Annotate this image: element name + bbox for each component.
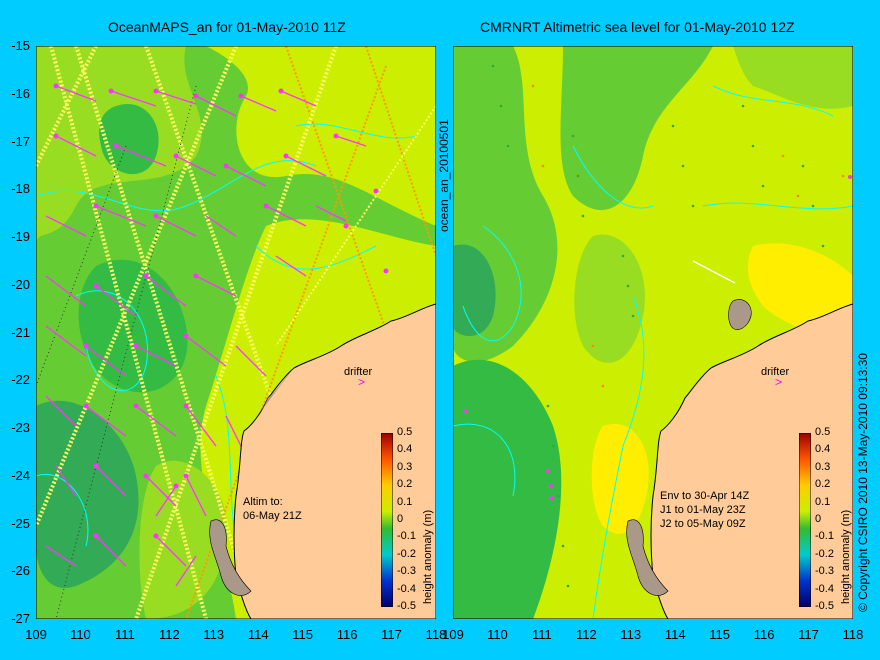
colorbar-tick-label: 0: [815, 513, 822, 525]
colorbar-tick-label: -0.5: [815, 600, 834, 612]
colorbar-tick-label: 0.5: [815, 426, 831, 438]
right-lon-tick-label: 114: [664, 627, 686, 642]
colorbar-tick-label: -0.2: [815, 547, 834, 560]
colorbar-tick-label: 0: [397, 513, 404, 525]
left-lon-tick-label: 111: [114, 627, 135, 642]
colorbar-tick-label: 0.1: [815, 495, 831, 508]
right-panel-title: CMRNRT Altimetric sea level for 01-May-2…: [480, 19, 795, 35]
right-lon-tick-label: 118: [842, 627, 864, 642]
lat-tick-label: -16: [11, 85, 30, 101]
colorbar-tick-label: 0.5: [397, 426, 413, 438]
right-lon-tick-label: 111: [531, 627, 552, 642]
altimeter-dots: [491, 64, 825, 588]
left-lon-tick-label: 110: [70, 627, 91, 642]
env-note-line1: Env to 30-Apr 14Z: [660, 490, 750, 502]
left-map: drifter > Altim to: 06-May 21Z: [36, 46, 436, 619]
colorbar-tick-label: -0.5: [397, 600, 416, 612]
right-lon-tick-label: 115: [709, 627, 731, 642]
drifter-label: drifter: [761, 366, 789, 378]
colorbar-tick-label: -0.2: [397, 547, 416, 560]
right-lon-tick-label: 110: [487, 627, 508, 642]
lat-tick-label: -27: [11, 611, 30, 626]
velocity-vectors: [45, 85, 367, 587]
right-colorbar: [799, 433, 811, 607]
right-colorbar-ticks: 0.5 0.4 0.3 0.2 0.1 0 -0.1 -0.2 -0.3 -0.4 -0.5: [815, 426, 845, 612]
left-lon-tick-label: 118: [425, 627, 447, 642]
drifter-marker: >: [358, 375, 365, 389]
drifter-label: drifter: [344, 366, 372, 378]
left-colorbar-ticks: 0.5 0.4 0.3 0.2 0.1 0 -0.1 -0.2 -0.3 -0.4 -0.5: [397, 426, 427, 612]
left-lon-tick-label: 116: [336, 627, 358, 642]
colorbar-tick-label: 0.1: [397, 495, 413, 508]
lat-tick-label: -17: [11, 133, 30, 149]
env-note-line3: J2 to 05-May 09Z: [660, 518, 746, 530]
lat-tick-label: -25: [11, 515, 30, 531]
colorbar-tick-label: 0.2: [397, 478, 413, 491]
colorbar-tick-label: 0.3: [815, 460, 831, 473]
colorbar-tick-label: 0.4: [815, 443, 831, 456]
right-lon-tick-label: 117: [798, 627, 819, 642]
drifter-marker: >: [775, 375, 782, 389]
colorbar-tick-label: 0.2: [815, 478, 831, 491]
right-map: drifter > Env to 30-Apr 14Z J1 to 01-May…: [453, 46, 853, 619]
colorbar-tick-label: 0.3: [397, 460, 413, 473]
right-lon-tick-label: 112: [575, 627, 597, 642]
left-lon-tick-label: 113: [203, 627, 225, 642]
lat-tick-label: -22: [11, 372, 30, 388]
colorbar-tick-label: -0.1: [397, 530, 416, 543]
lat-tick-label: -15: [11, 38, 30, 53]
lat-tick-label: -20: [11, 276, 30, 292]
lat-tick-label: -21: [11, 324, 30, 340]
lat-tick-label: -18: [11, 181, 30, 197]
colorbar-tick-label: -0.4: [815, 582, 834, 595]
run-id-label: ocean_an_20100501: [437, 119, 451, 232]
colorbar-tick-label: -0.3: [397, 565, 416, 578]
colorbar-tick-label: -0.3: [815, 565, 834, 578]
right-colorbar-label: height anomaly (m): [840, 509, 852, 604]
right-lon-tick-label: 113: [620, 627, 642, 642]
colorbar-tick-label: -0.4: [397, 582, 416, 595]
colorbar-tick-label: 0.4: [397, 443, 413, 456]
altim-note-line2: 06-May 21Z: [243, 510, 302, 522]
copyright-label: © Copyright CSIRO 2010 13-May-2010 09:13…: [856, 353, 870, 612]
left-panel-title: OceanMAPS_an for 01-May-2010 11Z: [108, 19, 346, 35]
lat-tick-label: -23: [11, 420, 30, 435]
left-lon-tick-label: 112: [158, 627, 180, 642]
altim-note-line1: Altim to:: [243, 496, 283, 508]
lat-tick-label: -19: [11, 229, 30, 244]
left-lon-tick-label: 114: [247, 627, 269, 642]
lat-tick-label: -26: [11, 563, 30, 579]
left-colorbar-label: height anomaly (m): [422, 509, 434, 604]
left-lon-tick-label: 117: [381, 627, 402, 642]
right-lon-tick-label: 109: [442, 627, 464, 642]
left-colorbar: [381, 433, 393, 607]
left-lon-tick-label: 115: [292, 627, 314, 642]
env-note-line2: J1 to 01-May 23Z: [660, 504, 746, 516]
left-lon-tick-label: 109: [25, 627, 47, 642]
colorbar-tick-label: -0.1: [815, 530, 834, 543]
lat-tick-label: -24: [11, 467, 30, 483]
right-lon-tick-label: 116: [753, 627, 775, 642]
